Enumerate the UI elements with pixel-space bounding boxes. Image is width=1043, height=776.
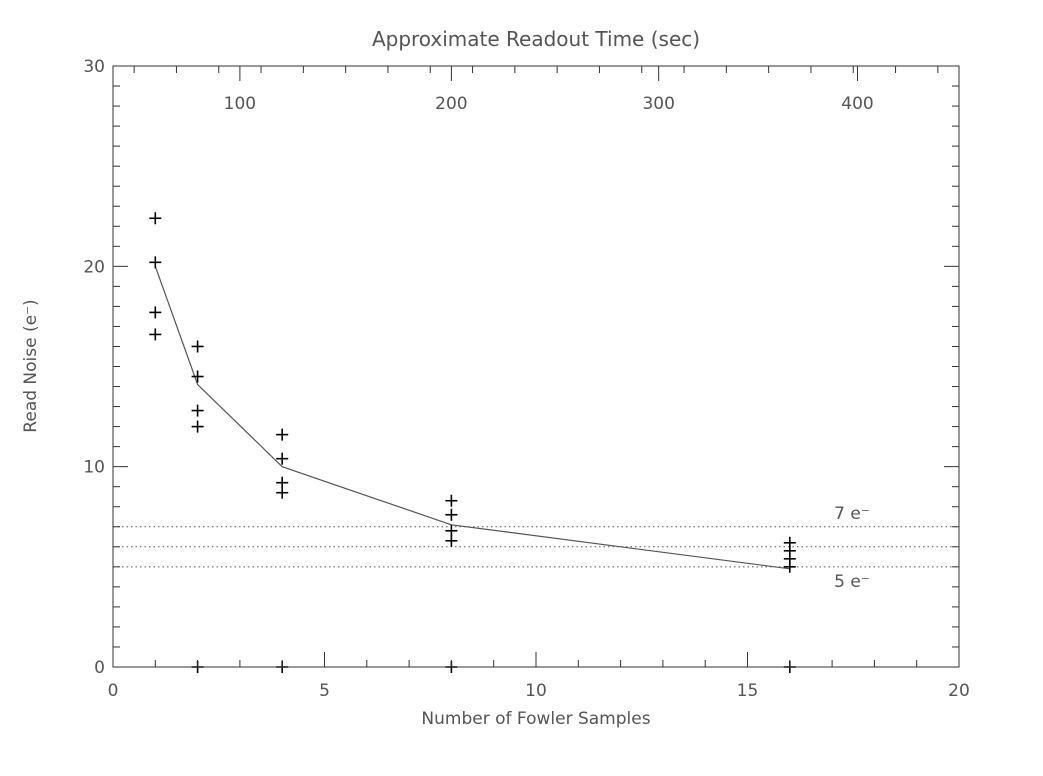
x-tick-label: 15: [737, 681, 759, 701]
data-point: [445, 494, 458, 507]
y-tick-label: 0: [94, 658, 105, 678]
data-point: [191, 420, 204, 433]
x-tick-label: 20: [948, 681, 970, 701]
x-axis-label: Number of Fowler Samples: [421, 709, 650, 729]
data-point: [149, 328, 162, 341]
data-point: [445, 508, 458, 521]
top-tick-label: 200: [435, 94, 467, 114]
plot-frame: [112, 65, 960, 668]
y-tick-label: 10: [83, 458, 105, 478]
chart-title: Approximate Readout Time (sec): [372, 27, 700, 51]
x-tick-label: 0: [108, 681, 119, 701]
data-point: [276, 452, 289, 465]
x-tick-label: 5: [319, 681, 330, 701]
data-point: [149, 256, 162, 269]
axis-ticks: [112, 65, 960, 668]
data-point: [191, 404, 204, 417]
fit-curve-group: [154, 266, 790, 570]
top-tick-label: 400: [841, 94, 873, 114]
reference-lines: 7 e⁻ 5 e⁻: [113, 504, 959, 592]
data-point: [191, 340, 204, 353]
data-point: [276, 486, 289, 499]
y-tick-label: 20: [83, 257, 105, 277]
top-tick-label: 300: [642, 94, 674, 114]
data-point: [191, 370, 204, 383]
axis-tick-labels: 0 5 10 15 20 100 200 300 400 0 10 20 30: [83, 57, 969, 701]
data-point: [445, 524, 458, 537]
x-tick-label: 10: [525, 681, 547, 701]
data-point: [445, 534, 458, 547]
data-points-group: [149, 212, 796, 673]
reference-line-label: 5 e⁻: [834, 572, 870, 592]
data-point: [149, 212, 162, 225]
data-point: [276, 476, 289, 489]
data-point: [149, 306, 162, 319]
fit-line: [154, 266, 790, 570]
top-tick-label: 100: [224, 94, 256, 114]
reference-line-label: 7 e⁻: [834, 504, 870, 524]
y-axis-label: Read Noise (e⁻): [21, 299, 41, 432]
data-point: [276, 428, 289, 441]
data-point: [783, 560, 796, 573]
y-tick-label: 30: [83, 57, 105, 77]
